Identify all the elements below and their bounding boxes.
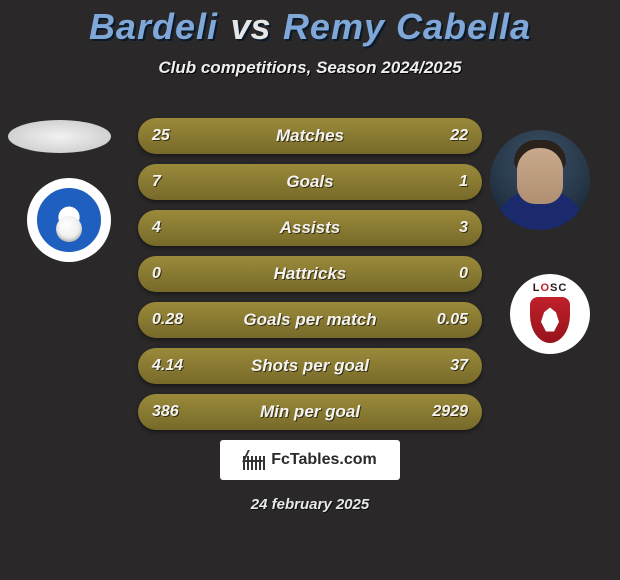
stat-value-right: 2929: [432, 394, 468, 430]
player1-name: Bardeli: [89, 6, 218, 47]
player2-photo: [490, 130, 590, 230]
stat-value-right: 37: [450, 348, 468, 384]
usld-badge-text: USLD: [41, 196, 97, 207]
fctables-text: FcTables.com: [271, 451, 377, 469]
stat-label: Shots per goal: [138, 348, 482, 384]
player2-name: Remy Cabella: [283, 6, 531, 47]
stat-value-right: 1: [459, 164, 468, 200]
player1-club-badge: USLD: [27, 178, 111, 262]
fctables-mark-icon: [243, 450, 265, 470]
player2-club-badge: LOSC: [510, 274, 590, 354]
stat-value-right: 0: [459, 256, 468, 292]
stat-value-right: 22: [450, 118, 468, 154]
subtitle: Club competitions, Season 2024/2025: [0, 58, 620, 78]
face-shape: [517, 148, 563, 204]
stat-label: Goals: [138, 164, 482, 200]
stat-label: Hattricks: [138, 256, 482, 292]
stat-row: 7Goals1: [138, 164, 482, 200]
fctables-logo: FcTables.com: [220, 440, 400, 480]
losc-dog-icon: [540, 308, 560, 332]
stat-row: 0.28Goals per match0.05: [138, 302, 482, 338]
losc-shield-icon: [530, 297, 570, 343]
stat-label: Goals per match: [138, 302, 482, 338]
stat-row: 25Matches22: [138, 118, 482, 154]
usld-ball-icon: [56, 216, 82, 242]
stat-value-right: 3: [459, 210, 468, 246]
vs-label: vs: [230, 6, 270, 47]
stat-row: 4Assists3: [138, 210, 482, 246]
stat-label: Matches: [138, 118, 482, 154]
stat-value-right: 0.05: [437, 302, 468, 338]
stat-row: 0Hattricks0: [138, 256, 482, 292]
stat-label: Min per goal: [138, 394, 482, 430]
player1-placeholder: [8, 120, 111, 153]
usld-badge-icon: USLD: [37, 188, 101, 252]
date-label: 24 february 2025: [0, 496, 620, 513]
stats-table: 25Matches22 7Goals1 4Assists3 0Hattricks0 0.…: [138, 118, 482, 440]
stat-row: 4.14Shots per goal37: [138, 348, 482, 384]
comparison-title: Bardeli vs Remy Cabella: [0, 0, 620, 48]
stat-row: 386Min per goal2929: [138, 394, 482, 430]
stat-label: Assists: [138, 210, 482, 246]
losc-badge-text: LOSC: [533, 282, 568, 294]
